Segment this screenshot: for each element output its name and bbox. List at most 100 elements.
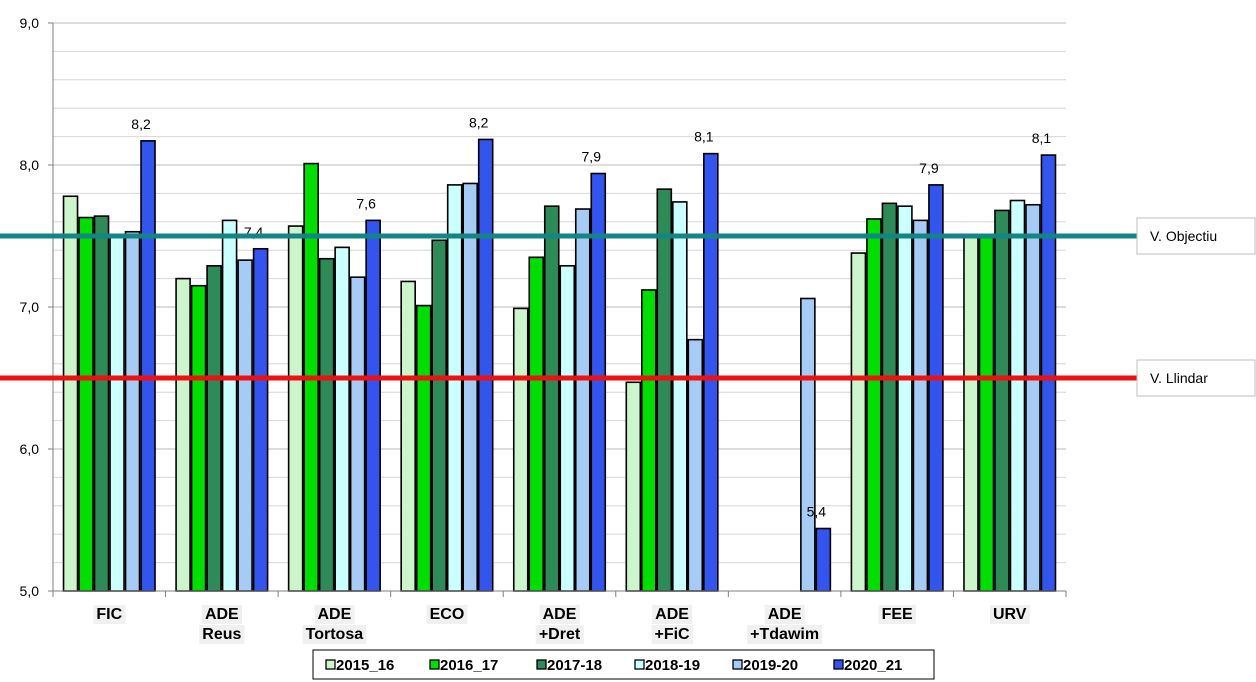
- legend-label: 2019-20: [743, 657, 798, 674]
- bar: [206, 265, 222, 592]
- bar: [963, 235, 979, 592]
- x-tick-label: ECO: [430, 606, 465, 623]
- x-tick-label-bg: [201, 605, 243, 624]
- x-tick-label-bg: [651, 625, 694, 644]
- bar: [800, 297, 816, 592]
- bar: [978, 235, 995, 592]
- x-tick-label-bg: [314, 605, 355, 624]
- y-axis: 5,0 6,0 7,0 8,0 9,0: [20, 15, 54, 599]
- x-tick-label: ADE: [768, 606, 802, 623]
- bar: [881, 202, 898, 592]
- x-tick-label-bg: [989, 605, 1030, 624]
- x-tick-label: ADE: [543, 606, 577, 623]
- x-tick-label-bg: [302, 625, 367, 644]
- x-tick-label: FEE: [882, 606, 913, 623]
- bar: [850, 252, 867, 592]
- y-tick-label: 5,0: [20, 583, 40, 599]
- bar: [559, 265, 576, 592]
- bar: [190, 284, 207, 592]
- bar: [237, 259, 253, 592]
- bar: [93, 215, 110, 592]
- legend-label: 2016_17: [440, 657, 498, 674]
- bars: [62, 138, 1057, 592]
- x-tick-label-bg: [93, 605, 126, 624]
- legend-label: 2020_21: [844, 657, 902, 674]
- bar: [512, 307, 529, 592]
- data-label: 8,1: [1032, 130, 1052, 146]
- bar: [175, 277, 191, 592]
- data-label: 7,6: [356, 195, 376, 211]
- bar: [431, 239, 447, 592]
- data-label: 5,4: [807, 504, 827, 520]
- bar: [78, 216, 94, 592]
- bar: [641, 289, 657, 592]
- reference-label-box: [1136, 217, 1256, 255]
- bar: [221, 219, 238, 592]
- bar: [1009, 199, 1026, 592]
- x-tick-label: Reus: [202, 626, 241, 643]
- bar: [1040, 154, 1057, 592]
- bar: [415, 304, 432, 592]
- y-tick-label: 9,0: [20, 15, 40, 31]
- bar: [462, 182, 478, 592]
- bar: [252, 247, 269, 592]
- x-tick-label: URV: [993, 606, 1027, 623]
- legend: 2015_16 2016_17 2017-18 2018-19 2019-20 2020_…: [312, 649, 935, 680]
- x-tick-label: +FiC: [654, 626, 690, 643]
- bar: [866, 218, 882, 592]
- x-tick-label: ADE: [205, 606, 239, 623]
- bar: [994, 209, 1010, 592]
- bar: [477, 138, 494, 592]
- x-tick-label-bg: [764, 605, 805, 624]
- bar: [928, 184, 944, 592]
- bar: [1025, 203, 1041, 592]
- bar: [287, 225, 304, 592]
- reference-label: V. Llindar: [1150, 370, 1208, 386]
- bar: [625, 381, 642, 592]
- data-label: 8,1: [694, 129, 714, 145]
- x-tick-label: ADE: [655, 606, 689, 623]
- data-label: 8,2: [469, 114, 489, 130]
- bar: [318, 257, 335, 592]
- legend-swatch: [325, 659, 336, 670]
- x-tick-label-bg: [199, 625, 245, 644]
- y-tick-label: 8,0: [20, 157, 40, 173]
- legend-swatch: [536, 659, 547, 670]
- bar: [815, 527, 832, 592]
- reference-label: V. Objectiu: [1150, 228, 1217, 244]
- bar: [528, 256, 545, 592]
- x-tick-label-bg: [539, 605, 580, 624]
- bar: [349, 276, 366, 592]
- legend-swatch: [429, 659, 440, 670]
- x-tick-label-bg: [535, 625, 584, 644]
- legend-label: 2017-18: [547, 657, 602, 674]
- x-axis: FIC ADE Reus ADE Tortosa ECO ADE +Dret ADE +FiC AD…: [52, 590, 1067, 644]
- legend-label: 2015_16: [336, 657, 394, 674]
- bar: [400, 280, 416, 592]
- data-label: 8,2: [131, 116, 151, 132]
- bar: [109, 235, 125, 592]
- reference-label-box: [1136, 359, 1256, 397]
- legend-swatch: [732, 659, 743, 670]
- x-tick-label: +Dret: [539, 626, 581, 643]
- bar: [124, 230, 141, 592]
- y-tick-label: 6,0: [20, 441, 40, 457]
- x-tick-label: +Tdawim: [750, 626, 819, 643]
- bar: [140, 140, 156, 592]
- y-tick-label: 7,0: [20, 299, 40, 315]
- x-tick-label: ADE: [317, 606, 351, 623]
- x-tick-label-bg: [878, 605, 917, 624]
- x-tick-label-bg: [426, 605, 468, 624]
- legend-swatch: [634, 659, 645, 670]
- bar: [62, 195, 79, 592]
- bar: [574, 208, 591, 592]
- bar: [703, 152, 719, 592]
- data-label: 7,9: [582, 149, 602, 165]
- bar: [446, 184, 463, 592]
- x-tick-label-bg: [747, 625, 823, 644]
- legend-box: [312, 649, 935, 680]
- bar: [334, 246, 350, 592]
- reference-lines: V. Objectiu V. Llindar: [0, 217, 1256, 397]
- bar: [912, 219, 929, 592]
